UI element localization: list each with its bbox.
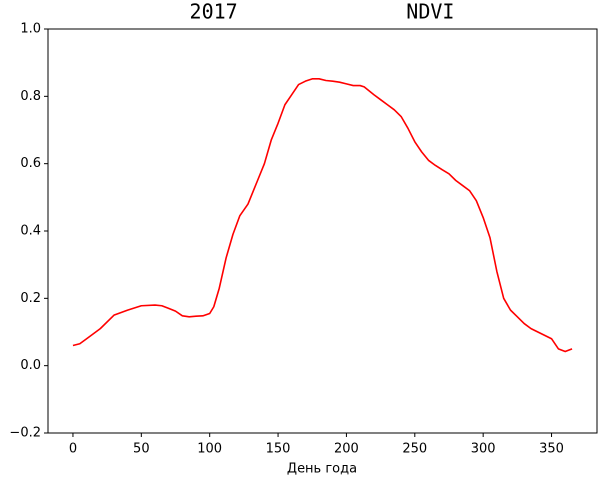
x-tick-label: 100: [197, 442, 222, 457]
y-tick-label: 0.2: [20, 291, 41, 306]
x-tick-label: 0: [69, 442, 77, 457]
y-tick-label: 0.0: [20, 358, 41, 373]
x-axis-label: День года: [287, 462, 357, 477]
x-tick-label: 250: [402, 442, 427, 457]
x-tick-label: 350: [539, 442, 564, 457]
y-tick-label: 1.0: [20, 22, 41, 37]
x-tick-label: 150: [266, 442, 291, 457]
data-line: [72, 78, 573, 353]
y-tick-label: 0.8: [20, 89, 41, 104]
chart-title: 2017 NDVI: [190, 0, 455, 24]
y-tick-label: 0.4: [20, 224, 41, 239]
y-tick-label: 0.6: [20, 156, 41, 171]
plot-frame: [47, 28, 598, 434]
x-tick-label: 300: [471, 442, 496, 457]
x-tick-label: 50: [133, 442, 150, 457]
y-tick-label: −0.2: [9, 426, 41, 441]
x-tick-label: 200: [334, 442, 359, 457]
